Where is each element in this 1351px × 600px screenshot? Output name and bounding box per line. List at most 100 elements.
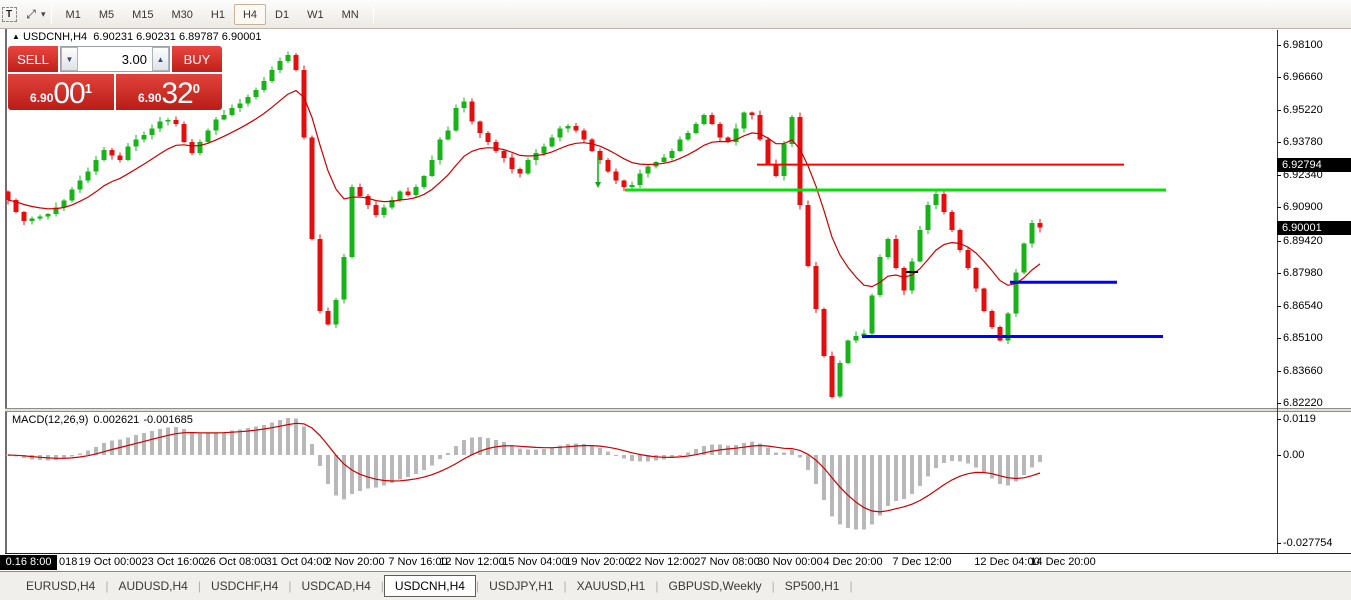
- tick-mark: [1277, 77, 1281, 78]
- time-axis-label: 12 Nov 12:00: [439, 556, 505, 568]
- tick-mark: [1277, 371, 1281, 372]
- text-tool-icon[interactable]: T: [1, 5, 20, 23]
- volume-input[interactable]: 3.00: [121, 51, 147, 67]
- tick-mark: [1277, 241, 1281, 242]
- macd-axis-tick: -0.027754: [1277, 537, 1333, 549]
- toolbar-separator: [372, 4, 374, 24]
- time-axis-line: [5, 553, 1351, 554]
- bid-price-panel[interactable]: 6.90 00 1: [8, 74, 114, 110]
- tab-usdcnh-h4[interactable]: USDCNH,H4: [383, 575, 476, 597]
- macd-label: MACD(12,26,9) 0.002621 -0.001685: [12, 414, 193, 426]
- cursor-arrows-icon[interactable]: ⤢: [26, 6, 36, 21]
- time-axis-label: 7 Dec 12:00: [892, 556, 952, 568]
- price-axis-tick: 6.85100: [1277, 332, 1323, 344]
- tab-usdchf-h4[interactable]: USDCHF,H4: [210, 579, 279, 593]
- timeframe-m30-button[interactable]: M30: [171, 8, 193, 21]
- timeframe-w1-button[interactable]: W1: [307, 8, 324, 21]
- ohlc-header: ▲ USDCNH,H4 6.90231 6.90231 6.89787 6.90…: [12, 31, 262, 43]
- macd-value: 0.002621: [93, 414, 140, 426]
- time-axis-label: 27 Nov 08:00: [694, 556, 760, 568]
- time-axis-label: 19 Oct 00:00: [78, 556, 142, 568]
- tab-usdcad-h4[interactable]: USDCAD,H4: [301, 579, 371, 593]
- price-axis-line: [1277, 30, 1278, 553]
- top-toolbar: T ⤢ ▾ M1 M5 M15 M30 H1 H4 D1 W1 MN: [0, 0, 1351, 29]
- timeframe-mn-button[interactable]: MN: [341, 8, 359, 21]
- dropdown-caret-icon[interactable]: ▾: [41, 8, 46, 19]
- time-axis: 0.16 8:00 018 19 Oct 00:00 23 Oct 16:00 26…: [0, 554, 1351, 571]
- timeframe-m15-button[interactable]: M15: [132, 8, 154, 21]
- time-crosshair-badge: 0.16 8:00: [0, 555, 57, 570]
- tab-divider: |: [380, 579, 384, 593]
- symbol-period: USDCNH,H4: [22, 31, 88, 43]
- pane-splitter[interactable]: [5, 408, 1351, 412]
- volume-decrease-button[interactable]: ▼: [61, 47, 78, 71]
- one-click-trading-panel: SELL ▼ 3.00 ▲ BUY 6.90 00 1 6.90 32 0: [8, 46, 222, 110]
- tick-mark: [1277, 175, 1281, 176]
- tick-mark: [1277, 207, 1281, 208]
- macd-indicator-canvas[interactable]: [6, 412, 1277, 553]
- tab-divider: |: [655, 579, 659, 593]
- timeframe-group: M1 M5 M15 M30 H1 H4 D1 W1 MN: [57, 3, 368, 25]
- open-value: 6.90231: [93, 31, 134, 43]
- price-axis-tick: 6.93780: [1277, 136, 1323, 148]
- buy-button[interactable]: BUY: [172, 46, 222, 72]
- tab-divider: |: [475, 579, 480, 593]
- timeframe-d1-button[interactable]: D1: [275, 8, 290, 21]
- sell-button[interactable]: SELL: [8, 46, 58, 72]
- timeframe-m5-button[interactable]: M5: [98, 8, 115, 21]
- price-axis-tick: 6.86540: [1277, 300, 1323, 312]
- time-axis-label: 22 Nov 12:00: [629, 556, 695, 568]
- tab-audusd-h4[interactable]: AUDUSD,H4: [118, 579, 188, 593]
- time-axis-label: 23 Oct 16:00: [141, 556, 205, 568]
- price-axis-tick: 6.82220: [1277, 397, 1323, 409]
- low-value: 6.89787: [178, 31, 219, 43]
- time-axis-label: 15 Nov 04:00: [502, 556, 568, 568]
- price-axis-tick: 6.92340: [1277, 169, 1323, 181]
- macd-name: MACD(12,26,9): [12, 414, 89, 426]
- symbol-marker-icon[interactable]: ▲: [12, 32, 20, 41]
- time-axis-label: 12 Dec 04:00: [974, 556, 1040, 568]
- bid-prefix: 6.90: [30, 91, 54, 105]
- tab-eurusd-h4[interactable]: EURUSD,H4: [26, 579, 96, 593]
- tick-mark: [1277, 45, 1281, 46]
- tick-mark: [1277, 110, 1281, 111]
- time-axis-label: 31 Oct 04:00: [265, 556, 329, 568]
- macd-signal-value: -0.001685: [143, 414, 193, 426]
- price-axis-badge: 6.92794: [1277, 158, 1351, 172]
- bid-pip-digit: 1: [84, 81, 92, 96]
- time-axis-label: 30 Nov 00:00: [757, 556, 823, 568]
- price-axis-tick: 6.87980: [1277, 267, 1323, 279]
- chart-tab-bar: EURUSD,H4 | AUDUSD,H4 | USDCHF,H4 | USDCAD,H4 |…: [0, 571, 1351, 600]
- volume-increase-button[interactable]: ▲: [152, 47, 169, 71]
- ask-main-digits: 32: [161, 77, 193, 110]
- price-axis-badge: 6.90001: [1277, 221, 1351, 235]
- ask-prefix: 6.90: [138, 91, 162, 105]
- ask-pip-digit: 0: [192, 81, 200, 96]
- tick-mark: [1277, 403, 1281, 404]
- tab-divider: |: [849, 579, 853, 593]
- timeframe-m1-button[interactable]: M1: [65, 8, 81, 21]
- volume-spinner: ▼ 3.00 ▲: [60, 46, 170, 72]
- ask-price-panel[interactable]: 6.90 32 0: [116, 74, 222, 110]
- tab-gbpusd-weekly[interactable]: GBPUSD,Weekly: [668, 579, 762, 593]
- bid-main-digits: 00: [53, 77, 85, 110]
- time-axis-label: 2 Nov 20:00: [325, 556, 385, 568]
- macd-axis-tick: 0.0119: [1277, 413, 1316, 425]
- time-axis-label: 4 Dec 20:00: [823, 556, 883, 568]
- price-axis-tick: 6.89420: [1277, 235, 1323, 247]
- tab-sp500-h1[interactable]: SP500,H1: [784, 579, 840, 593]
- tab-usdjpy-h1[interactable]: USDJPY,H1: [489, 579, 554, 593]
- tab-divider: |: [771, 579, 775, 593]
- tick-mark: [1277, 419, 1281, 420]
- tab-divider: |: [105, 579, 109, 593]
- time-axis-label: 14 Dec 20:00: [1030, 556, 1096, 568]
- close-value: 6.90001: [221, 31, 262, 43]
- tick-mark: [1277, 455, 1281, 456]
- tab-xauusd-h1[interactable]: XAUUSD,H1: [576, 579, 646, 593]
- timeframe-h1-button[interactable]: H1: [210, 8, 225, 21]
- main-chart-canvas[interactable]: [6, 30, 1277, 408]
- tick-mark: [1277, 273, 1281, 274]
- tab-divider: |: [288, 579, 292, 593]
- timeframe-h4-button[interactable]: H4: [233, 3, 267, 25]
- tick-mark: [1277, 142, 1281, 143]
